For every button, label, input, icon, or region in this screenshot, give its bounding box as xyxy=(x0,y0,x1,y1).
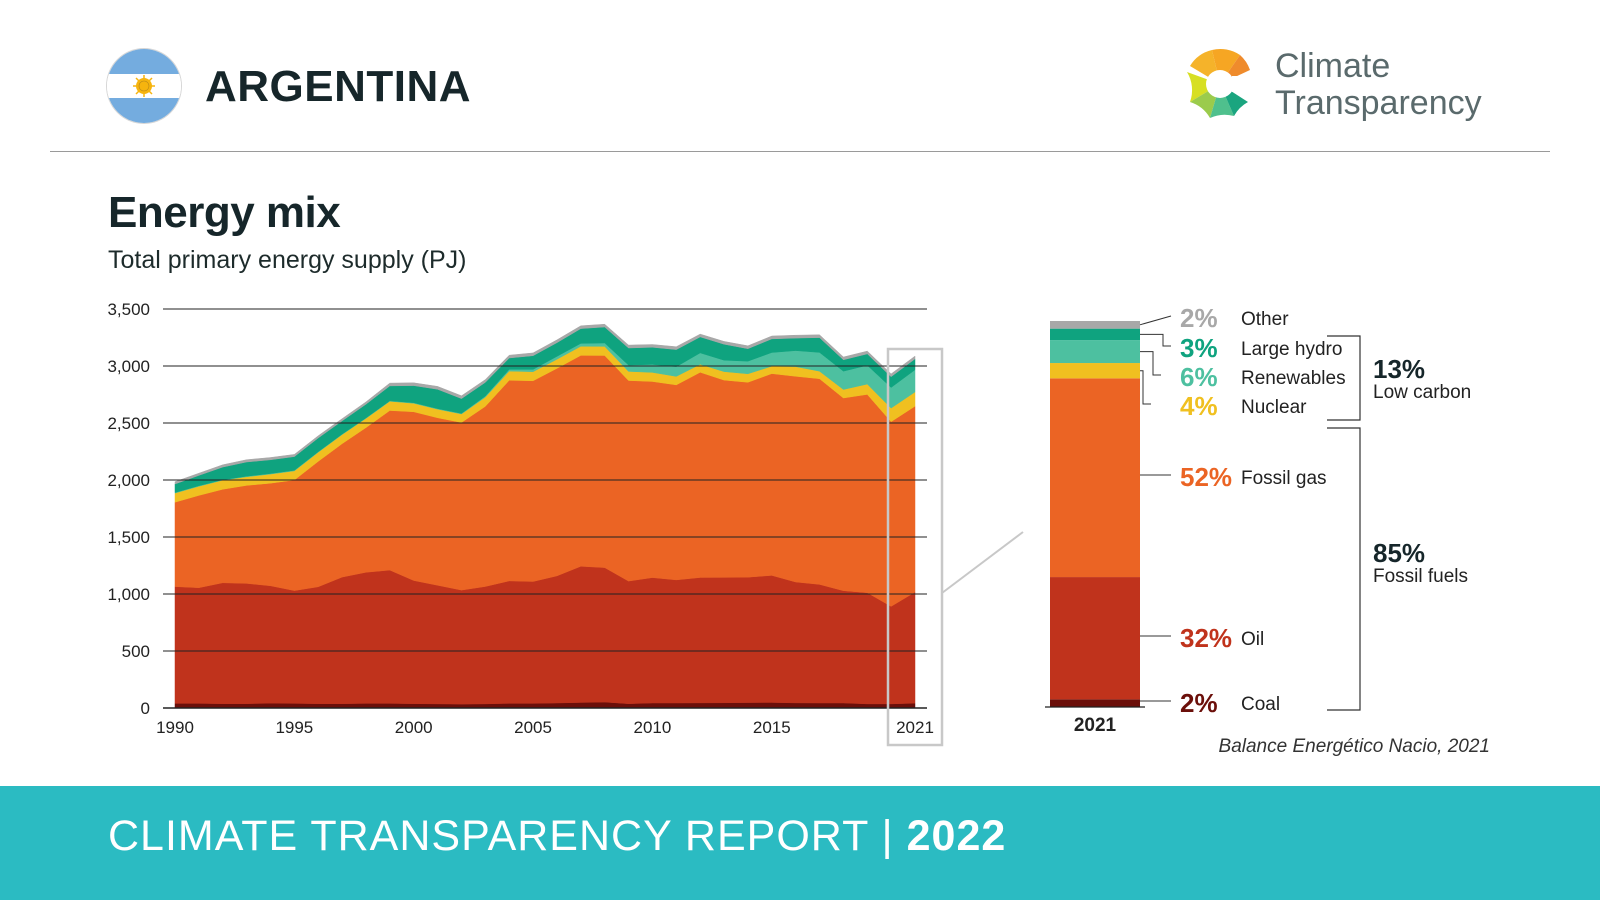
bracket-fossil-fuels xyxy=(1327,427,1361,711)
area-chart-gridlines xyxy=(163,308,927,709)
x-tick-label: 2015 xyxy=(753,718,791,737)
series-label-fossil-gas: Fossil gas xyxy=(1241,468,1327,489)
highlight-box xyxy=(886,347,944,747)
group-label-low-carbon: Low carbon xyxy=(1373,382,1471,403)
percent-label-oil: 32% xyxy=(1180,623,1232,653)
percent-label-renewables: 6% xyxy=(1180,362,1218,392)
x-tick-label: 2005 xyxy=(514,718,552,737)
bar-segment-oil xyxy=(1050,577,1140,700)
footer-text: CLIMATE TRANSPARENCY REPORT | 2022 xyxy=(108,812,1006,861)
y-tick-label: 2,000 xyxy=(107,471,150,490)
footer-report-label: CLIMATE TRANSPARENCY REPORT | xyxy=(108,812,894,860)
x-tick-label: 2010 xyxy=(634,718,672,737)
group-value-fossil-fuels: 85% xyxy=(1373,538,1425,568)
x-tick-label: 1990 xyxy=(156,718,194,737)
logo-line-1: Climate xyxy=(1275,47,1391,85)
leader-line-renewables xyxy=(1140,351,1161,376)
bracket-low-carbon xyxy=(1327,335,1361,421)
series-label-renewables: Renewables xyxy=(1241,368,1346,389)
bar-segment-other xyxy=(1050,321,1140,329)
footer-banner: CLIMATE TRANSPARENCY REPORT | 2022 xyxy=(0,786,1600,900)
country-title: ARGENTINA xyxy=(205,62,472,111)
stacked-bar-2021: 2021 xyxy=(1045,321,1145,736)
area-chart-layers xyxy=(174,323,916,709)
logo-wordmark: Climate Transparency xyxy=(1275,48,1482,122)
leader-line-nuclear xyxy=(1140,370,1151,405)
group-value-low-carbon: 13% xyxy=(1373,354,1425,384)
series-label-other: Other xyxy=(1241,309,1289,330)
bar-segment-renewables xyxy=(1050,340,1140,364)
bar-labels: 2% Coal 32% Oil 52% Fossil gas 4% Nuclear 6% Rene… xyxy=(1139,303,1471,718)
y-tick-label: 1,000 xyxy=(107,585,150,604)
y-tick-label: 500 xyxy=(122,642,150,661)
section-title: Energy mix xyxy=(108,188,341,237)
y-tick-label: 0 xyxy=(141,699,150,718)
bar-segment-nuclear xyxy=(1050,363,1140,379)
logo-line-2: Transparency xyxy=(1275,84,1482,122)
percent-label-coal: 2% xyxy=(1180,688,1218,718)
highlight-connector xyxy=(941,531,1024,594)
highlight-2021 xyxy=(886,347,1024,747)
x-axis: 1990 1995 2000 2005 2010 2015 2021 xyxy=(156,718,934,737)
footer-year: 2022 xyxy=(906,812,1007,860)
series-label-oil: Oil xyxy=(1241,629,1264,650)
bar-segment-large-hydro xyxy=(1050,328,1140,341)
area-series-other xyxy=(174,323,916,485)
leader-line-other xyxy=(1139,315,1172,326)
percent-label-nuclear: 4% xyxy=(1180,391,1218,421)
series-label-large-hydro: Large hydro xyxy=(1241,339,1342,360)
percent-label-fossil-gas: 52% xyxy=(1180,462,1232,492)
x-tick-label: 1995 xyxy=(275,718,313,737)
y-axis: 0 500 1,000 1,500 2,000 2,500 3,000 3,500 xyxy=(107,300,150,718)
header-divider xyxy=(50,151,1550,152)
source-note: Balance Energético Nacio, 2021 xyxy=(1218,736,1490,757)
y-tick-label: 1,500 xyxy=(107,528,150,547)
series-label-coal: Coal xyxy=(1241,694,1280,715)
climate-transparency-logo xyxy=(1187,48,1260,118)
x-tick-label: 2021 xyxy=(896,718,934,737)
bar-category-label: 2021 xyxy=(1074,715,1117,736)
percent-label-large-hydro: 3% xyxy=(1180,333,1218,363)
percent-label-other: 2% xyxy=(1180,303,1218,333)
bar-segment-coal xyxy=(1050,699,1140,707)
y-tick-label: 2,500 xyxy=(107,414,150,433)
x-tick-label: 2000 xyxy=(395,718,433,737)
leader-line-large-hydro xyxy=(1140,333,1171,347)
y-tick-label: 3,000 xyxy=(107,357,150,376)
section-subtitle: Total primary energy supply (PJ) xyxy=(108,246,467,274)
bar-segment-fossil-gas xyxy=(1050,378,1140,578)
series-label-nuclear: Nuclear xyxy=(1241,397,1307,418)
group-label-fossil-fuels: Fossil fuels xyxy=(1373,566,1468,587)
y-tick-label: 3,500 xyxy=(107,300,150,319)
